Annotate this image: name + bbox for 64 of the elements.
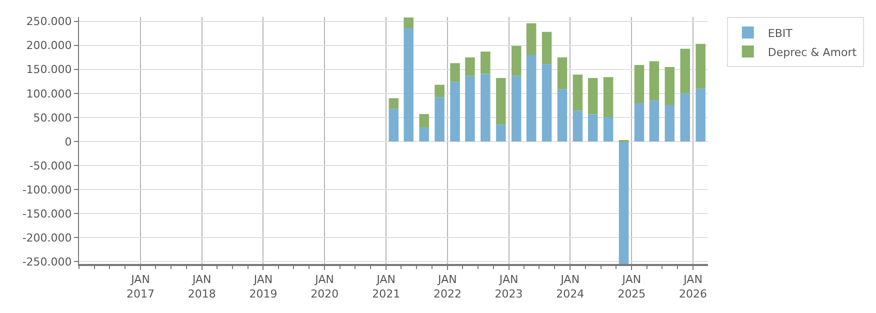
y-tick-label: 100.000 — [26, 87, 72, 100]
bar — [634, 103, 644, 142]
y-tick-label: 250.000 — [26, 15, 72, 28]
legend-label: EBIT — [768, 26, 793, 40]
bar — [572, 74, 583, 111]
y-tick-label: -250.000 — [22, 255, 72, 268]
bar — [603, 116, 614, 142]
bar — [434, 97, 444, 142]
y-tick-label: -50.000 — [29, 159, 72, 172]
bar — [388, 108, 399, 142]
bar — [496, 124, 506, 142]
bar — [450, 82, 460, 142]
x-tick-label: JAN 2026 — [679, 273, 708, 300]
bar — [542, 32, 552, 64]
x-tick-label: JAN 2023 — [494, 273, 523, 300]
bar — [664, 104, 675, 142]
bar — [512, 76, 522, 142]
bar — [404, 28, 414, 142]
bar — [419, 114, 429, 128]
bar — [480, 52, 490, 74]
y-tick-label: 150.000 — [26, 63, 72, 76]
bar — [526, 23, 536, 55]
y-tick-label: 0 — [64, 135, 72, 148]
bar — [450, 63, 460, 82]
bar — [696, 88, 706, 142]
x-tick-label: JAN 2019 — [249, 273, 278, 300]
x-tick-label: JAN 2025 — [618, 273, 646, 300]
bar — [618, 141, 629, 264]
y-tick-label: -150.000 — [22, 207, 72, 220]
x-tick-label: JAN 2024 — [556, 273, 584, 300]
bar — [526, 54, 536, 142]
y-tick-label: 50.000 — [33, 111, 72, 124]
legend-label: Deprec & Amort — [768, 46, 858, 59]
bar — [696, 44, 706, 89]
y-tick-label: -200.000 — [22, 231, 72, 244]
x-tick-label: JAN 2018 — [188, 273, 216, 300]
bar — [603, 77, 614, 117]
bar — [680, 48, 690, 94]
bar — [480, 74, 490, 142]
bar — [588, 78, 598, 114]
bar — [588, 114, 598, 142]
bar — [542, 64, 552, 142]
bar — [649, 100, 660, 142]
x-tick-label: JAN 2017 — [126, 273, 155, 300]
bar — [465, 76, 475, 142]
x-tick-label: JAN 2021 — [372, 273, 400, 300]
y-tick-label: -100.000 — [22, 183, 72, 196]
bar — [419, 128, 429, 142]
bar — [572, 110, 583, 142]
x-tick-label: JAN 2020 — [310, 273, 339, 300]
bar — [680, 93, 690, 142]
bar — [496, 78, 506, 125]
bar — [634, 65, 644, 104]
bar — [465, 57, 475, 76]
x-tick-label: JAN 2022 — [433, 273, 462, 300]
bar — [404, 17, 414, 28]
bar — [557, 89, 568, 142]
bar — [388, 98, 399, 109]
bar — [664, 66, 675, 105]
bar — [434, 84, 444, 98]
bar — [512, 46, 522, 76]
y-tick-label: 200.000 — [26, 39, 72, 52]
bar — [557, 57, 568, 90]
bar — [649, 61, 660, 101]
